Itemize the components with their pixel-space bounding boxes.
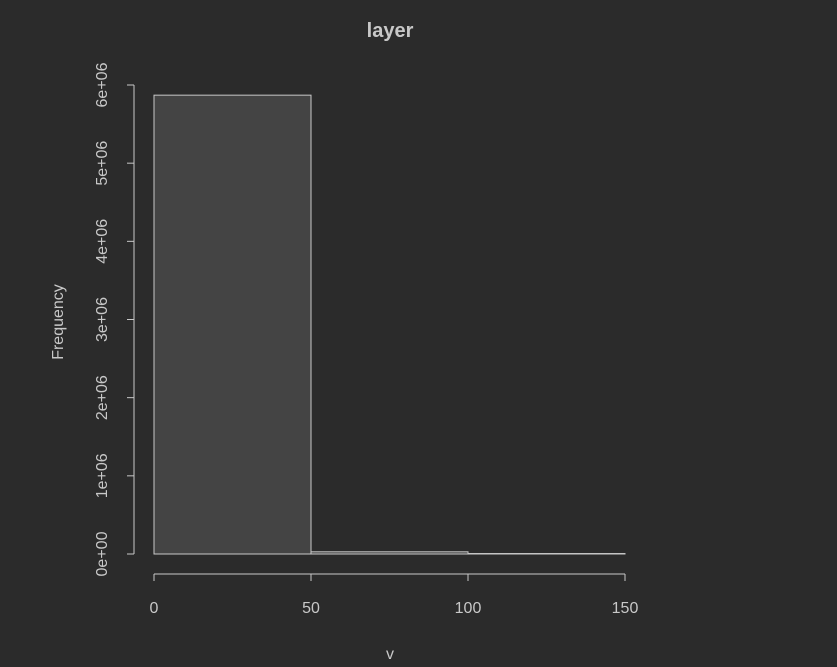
- chart-title: layer: [367, 20, 414, 42]
- y-axis-label: Frequency: [50, 284, 67, 360]
- y-tick-label-0: 0e+00: [94, 531, 111, 576]
- x-axis-label: v: [386, 646, 394, 663]
- x-axis-ticks: 0 50 100 150: [150, 574, 639, 617]
- y-tick-label-2: 2e+06: [94, 375, 111, 420]
- y-tick-label-1: 1e+06: [94, 453, 111, 498]
- histogram-bar-1: [310, 551, 469, 555]
- histogram-bar-0: [153, 94, 312, 555]
- y-tick-label-6: 6e+06: [94, 62, 111, 107]
- x-tick-label-2: 100: [455, 600, 482, 617]
- histogram-bars: [153, 94, 626, 555]
- x-tick-label-0: 0: [150, 600, 159, 617]
- x-tick-label-1: 50: [302, 600, 320, 617]
- x-tick-label-3: 150: [612, 600, 639, 617]
- y-tick-label-3: 3e+06: [94, 297, 111, 342]
- y-tick-label-4: 4e+06: [94, 219, 111, 264]
- y-axis-ticks: 0e+00 1e+06 2e+06 3e+06 4e+06 5e+06 6e+06: [94, 62, 134, 576]
- y-tick-label-5: 5e+06: [94, 141, 111, 186]
